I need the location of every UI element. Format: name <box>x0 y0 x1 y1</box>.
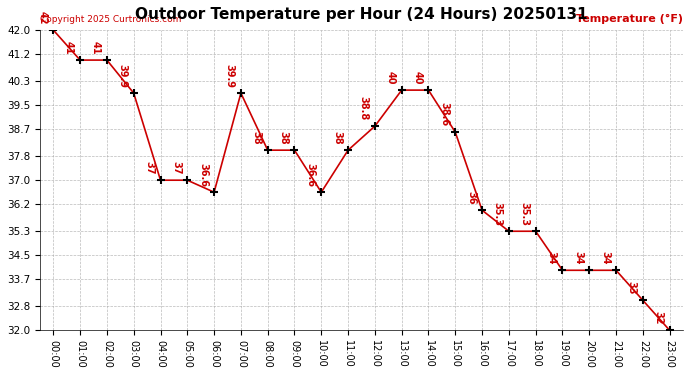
Text: 36: 36 <box>466 191 476 205</box>
Text: Temperature (°F): Temperature (°F) <box>576 14 683 24</box>
Text: 32: 32 <box>653 311 664 325</box>
Text: 39.9: 39.9 <box>117 63 128 87</box>
Text: 38: 38 <box>252 131 262 145</box>
Text: 38: 38 <box>332 131 342 145</box>
Text: 36.6: 36.6 <box>198 163 208 187</box>
Text: 38: 38 <box>278 131 288 145</box>
Text: 35.3: 35.3 <box>520 202 529 226</box>
Text: 35.3: 35.3 <box>493 202 503 226</box>
Text: Copyright 2025 Curtronics.com: Copyright 2025 Curtronics.com <box>40 15 181 24</box>
Text: 34: 34 <box>600 251 610 265</box>
Text: 41: 41 <box>91 41 101 54</box>
Text: 36.6: 36.6 <box>305 163 315 187</box>
Text: 40: 40 <box>386 71 395 84</box>
Text: 33: 33 <box>627 281 637 295</box>
Text: 37: 37 <box>144 161 155 175</box>
Text: 37: 37 <box>171 161 181 175</box>
Text: 41: 41 <box>64 41 74 54</box>
Text: 42: 42 <box>37 11 47 24</box>
Title: Outdoor Temperature per Hour (24 Hours) 20250131: Outdoor Temperature per Hour (24 Hours) … <box>135 7 588 22</box>
Text: 39.9: 39.9 <box>225 63 235 87</box>
Text: 34: 34 <box>546 251 556 265</box>
Text: 40: 40 <box>413 71 422 84</box>
Text: 38.6: 38.6 <box>439 102 449 127</box>
Text: 34: 34 <box>573 251 583 265</box>
Text: 38.8: 38.8 <box>359 96 368 121</box>
